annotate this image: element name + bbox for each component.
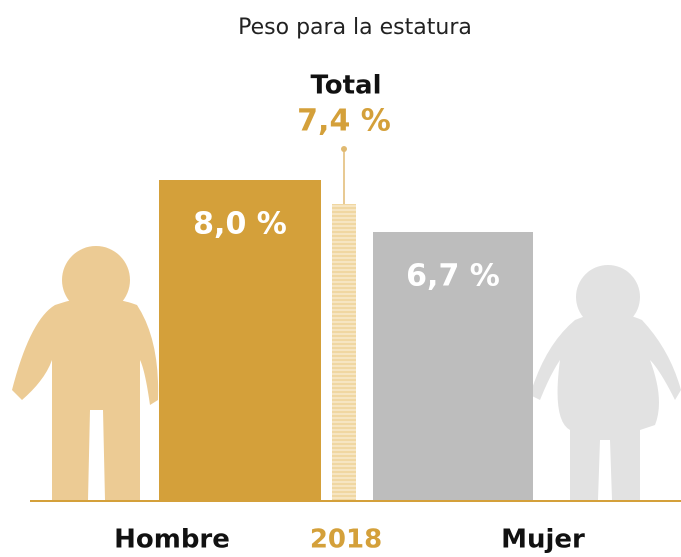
value-label: 6,7 % xyxy=(406,259,500,294)
x-tick-label: Mujer xyxy=(501,525,585,555)
bar xyxy=(159,180,321,500)
x-tick-label: Hombre xyxy=(114,525,230,555)
man-icon xyxy=(12,246,159,500)
value-label: 8,0 % xyxy=(193,207,287,242)
value-label: 7,4 % xyxy=(297,104,391,139)
bar xyxy=(373,232,533,500)
chart-title: Peso para la estatura xyxy=(238,15,472,40)
total-label: Total xyxy=(310,71,381,101)
woman-icon xyxy=(530,265,681,500)
bar-stripes xyxy=(332,204,356,500)
leader-dot xyxy=(341,146,347,152)
x-tick-label: 2018 xyxy=(310,525,382,555)
